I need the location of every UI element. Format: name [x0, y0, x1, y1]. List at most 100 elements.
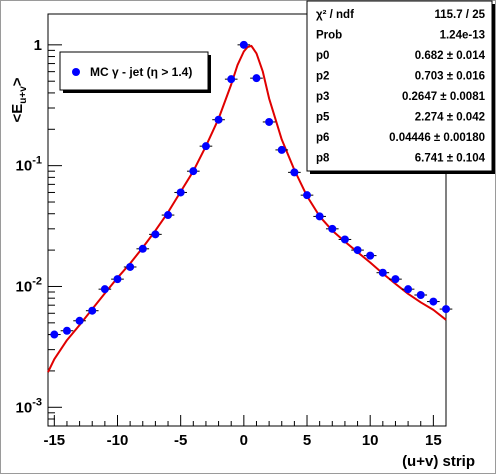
data-point — [427, 297, 440, 306]
marker — [290, 168, 299, 177]
data-point — [300, 191, 314, 200]
legend: MC γ - jet (η > 1.4) — [59, 51, 211, 93]
data-point — [363, 251, 377, 260]
legend-label: MC γ - jet (η > 1.4) — [90, 65, 192, 79]
stats-label: p8 — [316, 153, 330, 165]
stats-label: p6 — [316, 132, 329, 144]
marker — [201, 142, 210, 151]
marker — [303, 191, 312, 200]
stats-value: 1.24e-13 — [440, 30, 485, 42]
data-point — [212, 115, 225, 124]
marker — [315, 212, 324, 221]
x-tick-label: -10 — [107, 432, 129, 449]
x-tick-label: 5 — [303, 432, 311, 449]
marker — [151, 230, 160, 239]
data-point — [401, 285, 415, 294]
data-point — [48, 330, 61, 339]
axis-ticks: -15 -10 -5 0 5 10 15 10-3 10-2 10-1 1 — [16, 37, 447, 449]
marker — [429, 297, 438, 306]
stats-label: p5 — [316, 112, 330, 124]
stats-value: 2.274 ± 0.042 — [415, 112, 485, 124]
data-point — [161, 211, 175, 220]
y-axis-title-close: > — [9, 77, 26, 86]
stats-box — [306, 0, 493, 172]
data-point — [275, 145, 289, 154]
x-tick-label: -15 — [43, 432, 65, 449]
x-tick-label: -5 — [174, 432, 187, 449]
data-point — [351, 246, 364, 255]
marker — [227, 75, 236, 84]
data-point — [224, 75, 238, 84]
stats-value: 0.2647 ± 0.0081 — [402, 91, 486, 103]
marker — [442, 305, 450, 314]
data-points-layer — [48, 40, 453, 339]
marker — [277, 145, 286, 154]
marker — [138, 244, 147, 253]
marker — [378, 268, 387, 277]
marker — [340, 235, 349, 244]
data-point — [313, 212, 326, 221]
stats-value: 115.7 / 25 — [434, 9, 485, 21]
x-axis-title: (u+v) strip — [402, 453, 475, 470]
marker — [265, 117, 274, 126]
marker — [366, 251, 375, 260]
stats-label: χ² / ndf — [316, 9, 354, 21]
stats-value: 0.04446 ± 0.00180 — [389, 132, 485, 144]
y-tick-label: 10-3 — [16, 396, 42, 416]
marker — [50, 330, 59, 339]
data-point — [98, 285, 112, 294]
stats-label: p3 — [316, 91, 329, 103]
stats-value: 0.682 ± 0.014 — [415, 50, 486, 62]
data-point — [237, 40, 251, 49]
marker — [75, 316, 84, 325]
y-tick-label: 10-2 — [16, 275, 42, 295]
y-tick-label: 10-1 — [16, 155, 42, 175]
legend-marker — [72, 68, 80, 76]
legend-box — [59, 51, 209, 91]
data-point — [123, 262, 137, 271]
marker — [214, 115, 223, 124]
data-point — [199, 142, 213, 151]
marker — [176, 188, 185, 197]
marker — [328, 224, 337, 233]
data-point — [136, 244, 150, 253]
y-axis-title-sub: u+v — [18, 86, 29, 104]
x-tick-label: 0 — [240, 432, 248, 449]
data-point — [414, 290, 428, 299]
data-point — [60, 326, 74, 335]
data-point — [338, 235, 352, 244]
marker — [164, 211, 173, 220]
stats-label: p0 — [316, 50, 329, 62]
marker — [126, 262, 135, 271]
data-point — [325, 224, 339, 233]
y-axis-title-main: <E — [9, 104, 26, 123]
data-point — [439, 305, 453, 314]
data-point — [111, 275, 124, 284]
data-point — [250, 74, 263, 83]
x-tick-label: 10 — [362, 432, 379, 449]
y-tick-label: 1 — [34, 37, 42, 54]
marker — [113, 275, 122, 284]
marker — [416, 290, 425, 299]
x-tick-label: 15 — [425, 432, 442, 449]
stats-label: p2 — [316, 71, 329, 83]
data-point — [174, 188, 187, 197]
marker — [353, 246, 362, 255]
marker — [404, 285, 413, 294]
marker — [62, 326, 71, 335]
data-point — [288, 168, 301, 177]
marker — [391, 275, 400, 284]
marker — [189, 167, 198, 176]
y-axis-title: <Eu+v> — [9, 77, 29, 122]
data-point — [73, 316, 86, 325]
fit-stats-box: χ² / ndf 115.7 / 25 Prob 1.24e-13 p0 0.682 ± … — [306, 0, 495, 174]
data-point — [262, 117, 276, 126]
stats-value: 0.703 ± 0.016 — [415, 71, 485, 83]
data-point — [149, 230, 162, 239]
marker — [252, 74, 261, 83]
data-point — [376, 268, 390, 277]
marker — [239, 40, 248, 49]
marker — [88, 306, 97, 315]
